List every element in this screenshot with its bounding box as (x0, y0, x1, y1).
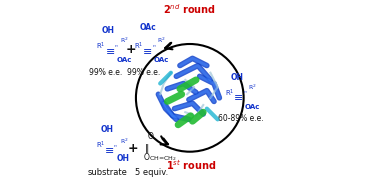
Text: OH: OH (102, 26, 115, 35)
Text: ≡: ≡ (234, 93, 243, 103)
Text: +: + (125, 43, 136, 56)
Text: ≡: ≡ (105, 146, 114, 156)
Text: 99% e.e.: 99% e.e. (127, 67, 161, 77)
Text: $_{n}$: $_{n}$ (243, 90, 247, 96)
Text: 1$^{st}$ round: 1$^{st}$ round (166, 158, 217, 172)
Text: R$^1$: R$^1$ (134, 41, 144, 52)
Text: R$^1$: R$^1$ (95, 139, 105, 151)
Text: $_{n}$: $_{n}$ (115, 43, 119, 50)
Text: OH: OH (116, 154, 129, 163)
Text: OH: OH (101, 125, 114, 134)
Text: R$^2$: R$^2$ (157, 36, 166, 45)
Text: O: O (148, 132, 153, 141)
Text: 60-89% e.e.: 60-89% e.e. (218, 114, 264, 123)
Text: +: + (128, 142, 139, 155)
Text: CH=CH$_2$: CH=CH$_2$ (149, 154, 177, 163)
Text: OH: OH (230, 73, 243, 82)
Text: OAc: OAc (244, 104, 260, 110)
Text: OAc: OAc (154, 57, 169, 63)
Text: R$^1$: R$^1$ (95, 41, 105, 52)
Text: $_{n}$: $_{n}$ (152, 43, 157, 50)
Text: 2$^{nd}$ round: 2$^{nd}$ round (163, 3, 216, 16)
Text: R$^2$: R$^2$ (120, 36, 128, 45)
Text: ‖: ‖ (145, 144, 150, 153)
Text: 5 equiv.: 5 equiv. (135, 168, 168, 177)
Text: 99% e.e.: 99% e.e. (89, 67, 122, 77)
Text: $_{n}$: $_{n}$ (113, 144, 118, 150)
Text: ≡: ≡ (105, 47, 115, 57)
Text: R$^2$: R$^2$ (120, 136, 128, 146)
Text: O: O (143, 153, 149, 162)
Text: R$^2$: R$^2$ (248, 83, 257, 92)
Text: ≡: ≡ (143, 47, 152, 57)
Text: R$^1$: R$^1$ (225, 87, 235, 98)
Text: OAc: OAc (116, 57, 131, 63)
Text: substrate: substrate (87, 168, 127, 177)
Text: OAc: OAc (139, 23, 156, 32)
